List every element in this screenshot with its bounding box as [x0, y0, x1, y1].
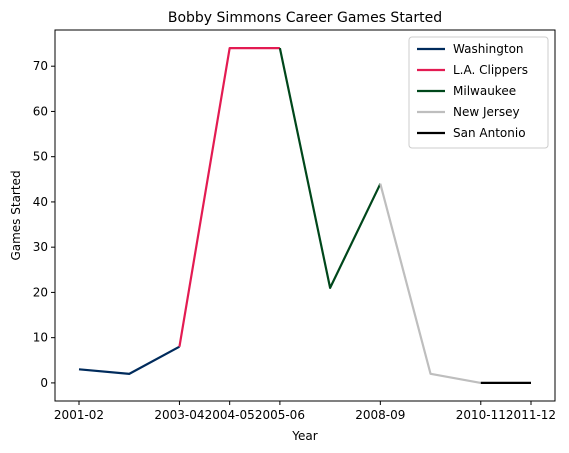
y-tick-label: 70 — [33, 59, 48, 73]
x-tick-label: 2005-06 — [255, 408, 305, 422]
y-axis: 0 10 20 30 40 50 60 70 — [33, 59, 55, 390]
x-tick-label: 2001-02 — [54, 408, 104, 422]
y-tick-label: 40 — [33, 195, 48, 209]
series-line-0 — [78, 345, 180, 375]
y-tick-label: 50 — [33, 150, 48, 164]
x-axis-label: Year — [291, 429, 317, 443]
plot-series — [78, 47, 531, 384]
plot-frame — [54, 29, 556, 402]
series-line-1 — [178, 47, 280, 347]
legend-box — [408, 36, 549, 149]
legend-entry: Milwaukee — [453, 84, 516, 98]
y-axis-label: Games Started — [9, 170, 23, 260]
legend-entry: New Jersey — [453, 105, 520, 119]
x-tick-label: 2003-04 — [154, 408, 204, 422]
legend-entry: L.A. Clippers — [453, 63, 528, 77]
chart-title: Bobby Simmons Career Games Started — [168, 10, 442, 26]
x-tick-label: 2004-05 — [205, 408, 255, 422]
series-line-3 — [379, 183, 481, 384]
legend: Washington L.A. Clippers Milwaukee New Jers… — [408, 36, 549, 149]
x-tick-label: 2008-09 — [355, 408, 405, 422]
y-tick-label: 0 — [40, 376, 48, 390]
x-axis: 2001-02 2003-04 2004-05 2005-06 2008-09 2010-… — [54, 401, 556, 422]
series-line-2 — [278, 47, 382, 289]
y-tick-label: 60 — [33, 104, 48, 118]
x-tick-label: 2010-11 — [456, 408, 506, 422]
y-tick-label: 20 — [33, 285, 48, 299]
y-tick-label: 10 — [33, 331, 48, 345]
legend-entry: San Antonio — [453, 126, 526, 140]
x-tick-label: 2011-12 — [506, 408, 556, 422]
legend-entry: Washington — [453, 42, 524, 56]
y-tick-label: 30 — [33, 240, 48, 254]
